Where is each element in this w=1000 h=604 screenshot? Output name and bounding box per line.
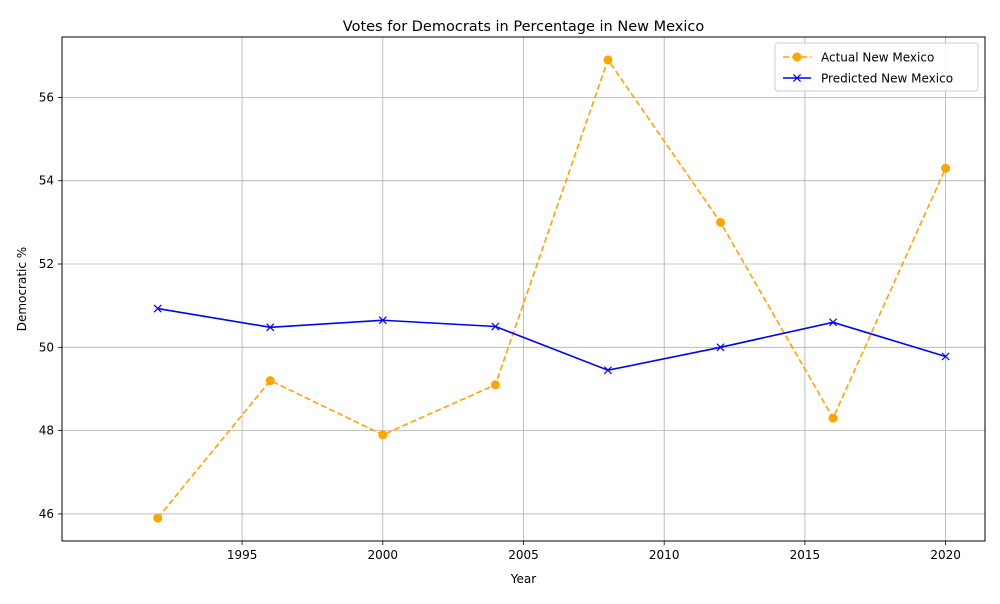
x-tick-label: 2010 [649, 548, 680, 562]
data-point-predicted [829, 318, 838, 327]
data-point-actual [715, 217, 725, 227]
data-point-predicted [603, 366, 612, 375]
marker-x-stroke [153, 304, 162, 313]
x-tick-label: 2005 [508, 548, 539, 562]
legend-label-predicted: Predicted New Mexico [821, 72, 953, 86]
marker-x-stroke [941, 352, 950, 361]
x-tick-label: 1995 [227, 548, 258, 562]
grid-lines [62, 37, 985, 541]
data-point-actual [941, 163, 951, 173]
y-tick-label: 52 [39, 257, 54, 271]
data-point-predicted [941, 352, 950, 361]
y-tick-label: 54 [39, 174, 54, 188]
y-tick-label: 46 [39, 507, 54, 521]
marker-x-stroke [266, 323, 275, 332]
data-point-actual [603, 55, 613, 65]
y-tick-label: 50 [39, 340, 54, 354]
data-point-actual [378, 430, 388, 440]
legend-marker-predicted [792, 73, 802, 83]
series-line-actual [157, 58, 947, 519]
marker-x-stroke [829, 318, 838, 327]
marker-x-stroke [378, 316, 387, 325]
y-tick-label: 56 [39, 90, 54, 104]
x-axis-label: Year [510, 572, 536, 586]
y-axis-label: Democratic % [15, 247, 29, 331]
marker-x-stroke [792, 73, 802, 83]
axis-ticks: 1995 2000 2005 2010 2015 2020 46 48 50 52 54 56 [39, 90, 961, 562]
legend: Actual New Mexico Predicted New Mexico [774, 42, 979, 92]
data-point-predicted [491, 322, 500, 331]
x-tick-label: 2015 [790, 548, 821, 562]
data-point-predicted [266, 323, 275, 332]
data-point-actual [828, 413, 838, 423]
data-point-predicted [716, 343, 725, 352]
data-point-actual [153, 513, 163, 523]
x-tick-label: 2000 [368, 548, 399, 562]
data-point-actual [265, 376, 275, 386]
data-point-actual [490, 380, 500, 390]
marker-x-stroke [603, 366, 612, 375]
chart-title: Votes for Democrats in Percentage in New… [343, 19, 705, 35]
series-line-predicted [157, 307, 946, 372]
legend-box [774, 42, 979, 92]
marker-x-stroke [716, 343, 725, 352]
y-tick-label: 48 [39, 424, 54, 438]
x-tick-label: 2020 [930, 548, 961, 562]
legend-marker-actual [792, 52, 802, 62]
series-layer [153, 55, 951, 523]
data-point-predicted [153, 304, 162, 313]
legend-label-actual: Actual New Mexico [821, 51, 934, 65]
data-point-predicted [378, 316, 387, 325]
marker-x-stroke [491, 322, 500, 331]
